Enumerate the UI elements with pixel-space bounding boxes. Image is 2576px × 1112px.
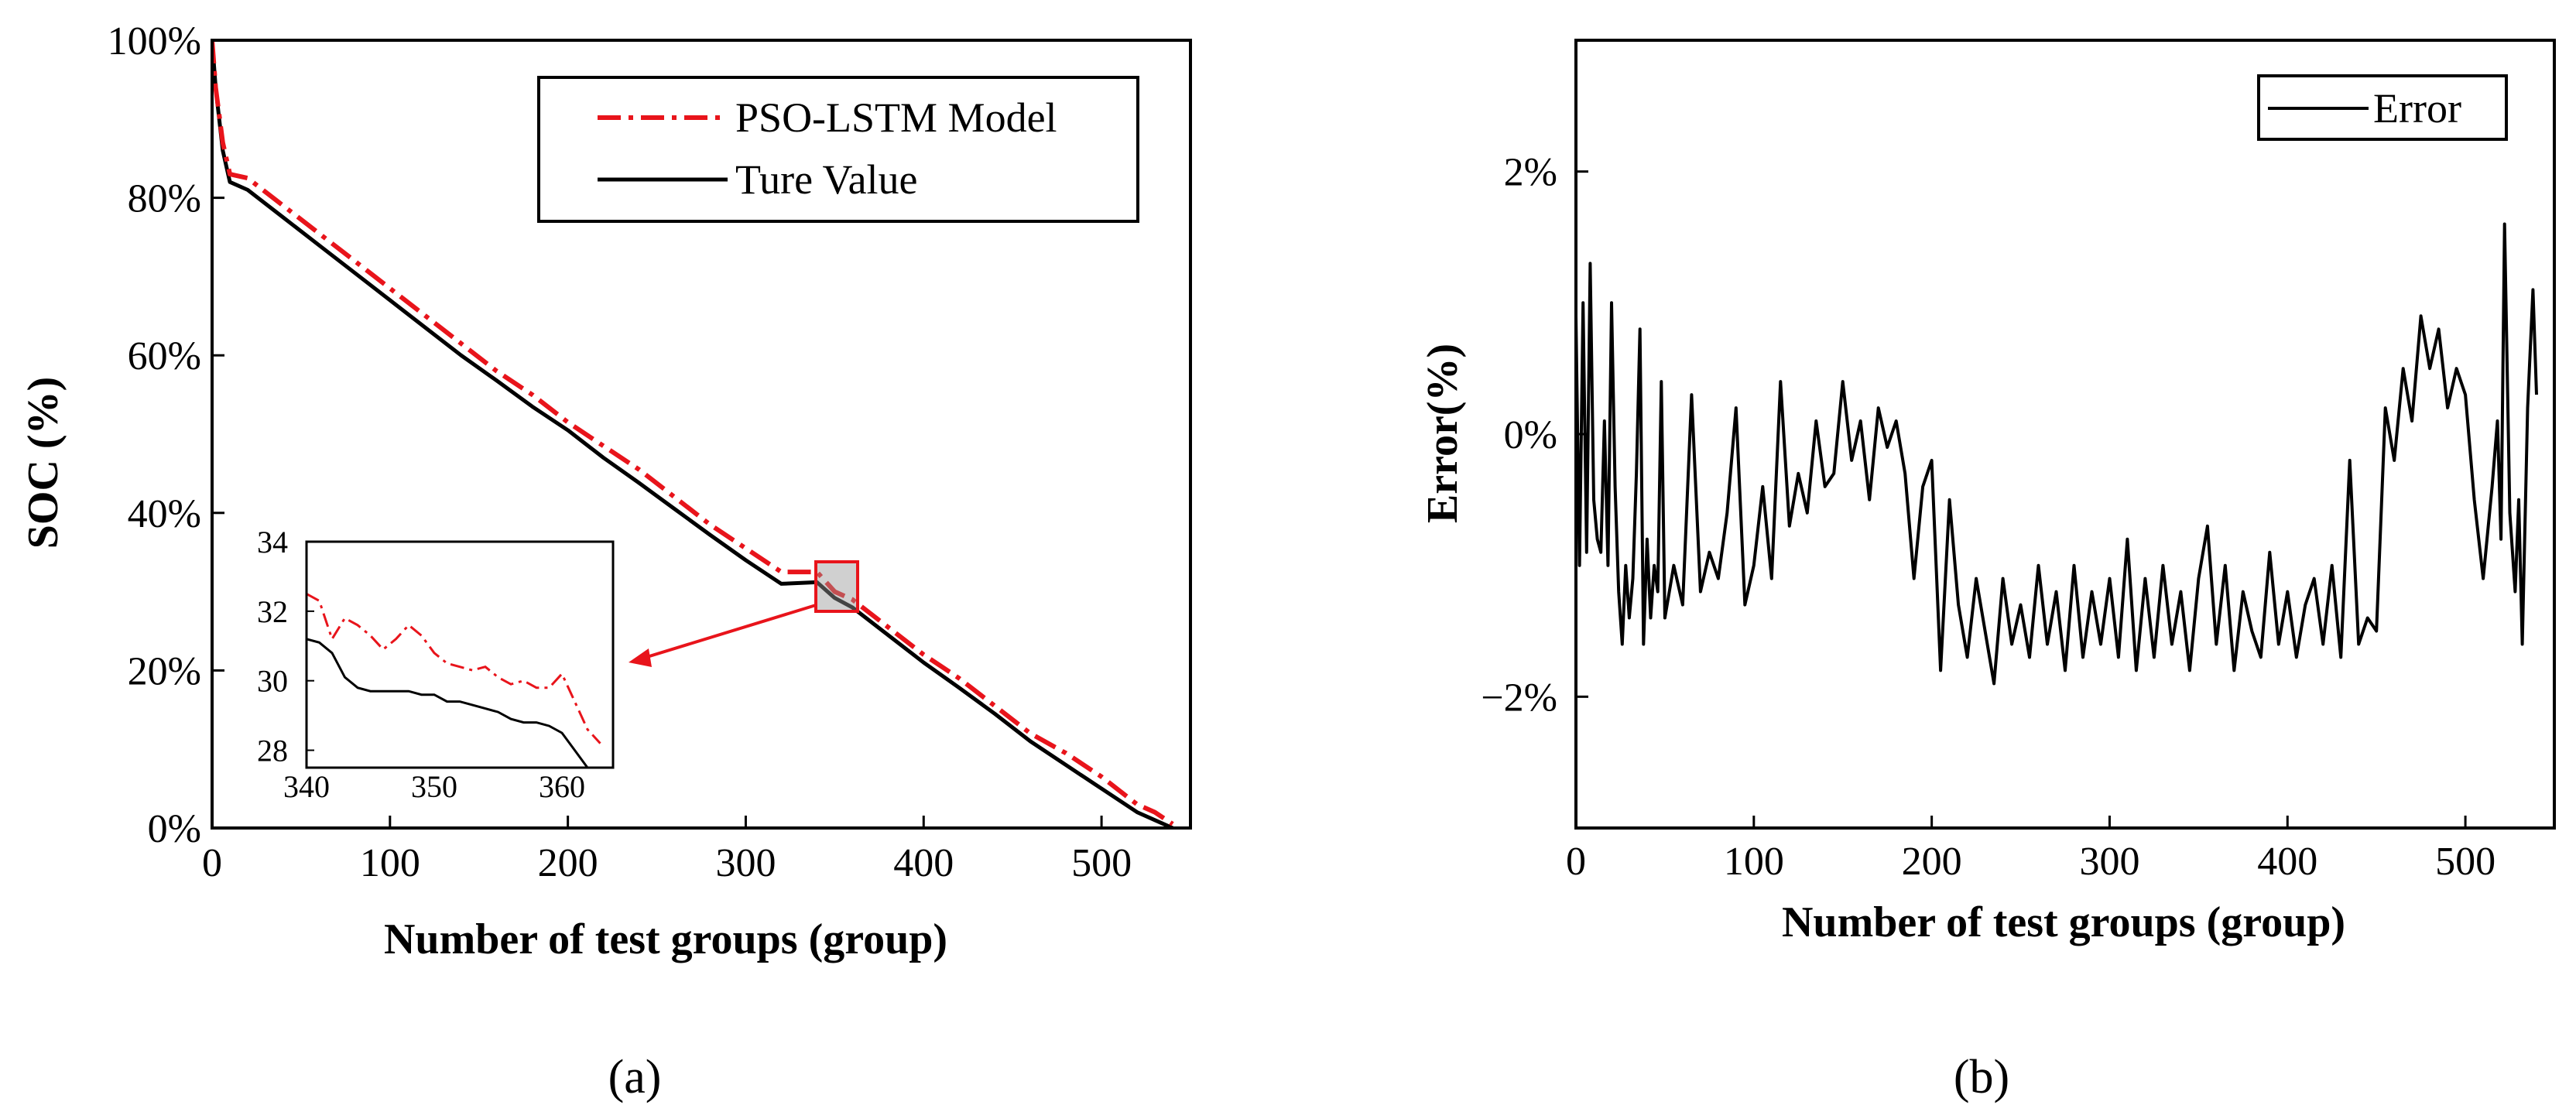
chart-a-inset-x-tick-label: 350 [411, 769, 457, 804]
chart-a-inset-y-tick-label: 30 [257, 664, 288, 699]
chart-a-legend-label-ture-value: Ture Value [735, 156, 918, 203]
chart-b-x-tick-label: 400 [2257, 840, 2317, 884]
chart-b-x-axis-label: Number of test groups (group) [1782, 898, 2345, 946]
chart-b-legend: Error [2257, 74, 2508, 141]
chart-a: 0 100 200 300 400 500 0% 20% 40% 60% 80% 100% Numb… [19, 19, 1192, 1103]
chart-b-y-tick-label: −2% [1481, 676, 1557, 720]
chart-a-inset-y-tick-label: 32 [257, 594, 288, 629]
chart-b-y-tick-label: 2% [1504, 151, 1557, 195]
chart-b: 0 100 200 300 400 500 −2% 0% 2% Number of test … [1419, 39, 2556, 1103]
chart-a-x-tick-labels: 0 100 200 300 400 500 [202, 841, 1132, 885]
chart-a-inset-ticks: 340 350 360 28 30 32 34 [257, 525, 585, 804]
chart-a-y-tick-label: 60% [128, 334, 201, 378]
chart-a-inset-series-pso-lstm [307, 593, 601, 744]
chart-a-x-tick-label: 100 [360, 841, 420, 885]
chart-a-legend: PSO-LSTM Model Ture Value [537, 76, 1139, 223]
chart-a-x-tick-label: 0 [202, 841, 222, 885]
chart-a-zoom-arrow-head [629, 648, 652, 667]
chart-a-y-tick-label: 80% [128, 177, 201, 221]
chart-a-y-tick-label: 100% [108, 19, 201, 63]
chart-b-x-tick-label: 100 [1724, 840, 1784, 884]
chart-a-inset-series-ture-value [307, 638, 589, 768]
chart-b-y-tick-labels: −2% 0% 2% [1481, 151, 1557, 720]
chart-b-legend-label-error: Error [2373, 85, 2461, 132]
chart-a-inset-y-tick-label: 28 [257, 734, 288, 768]
chart-a-y-tick-label: 0% [148, 807, 201, 851]
chart-a-inset: 340 350 360 28 30 32 34 [257, 525, 615, 804]
chart-a-zoom-arrow [639, 604, 817, 661]
chart-b-x-tick-label: 300 [2079, 840, 2139, 884]
chart-a-zoom-region [814, 560, 859, 613]
chart-a-inset-frame [305, 540, 615, 769]
chart-b-plot-frame [1574, 39, 2556, 830]
chart-b-x-tick-labels: 0 100 200 300 400 500 [1566, 840, 2496, 884]
chart-b-series-error [1576, 222, 2538, 686]
chart-a-y-tick-label: 40% [128, 492, 201, 536]
chart-a-x-tick-label: 500 [1071, 841, 1132, 885]
chart-a-series-pso-lstm [212, 40, 1174, 826]
chart-a-x-tick-label: 400 [893, 841, 954, 885]
chart-b-ticks [1574, 170, 2467, 828]
chart-b-x-tick-label: 0 [1566, 840, 1586, 884]
chart-a-series-ture-value [212, 40, 1174, 828]
chart-a-inset-x-tick-label: 360 [539, 769, 585, 804]
chart-a-plot-frame [211, 39, 1192, 830]
chart-a-y-axis-label: SOC (%) [19, 377, 67, 549]
chart-b-caption: (b) [1954, 1051, 2009, 1103]
chart-b-y-tick-label: 0% [1504, 413, 1557, 457]
chart-a-inset-y-tick-label: 34 [257, 525, 288, 559]
chart-a-x-tick-label: 200 [538, 841, 598, 885]
chart-a-y-tick-label: 20% [128, 649, 201, 693]
chart-a-legend-box [537, 76, 1139, 223]
chart-a-inset-x-tick-label: 340 [283, 769, 330, 804]
chart-a-legend-label-pso-lstm: PSO-LSTM Model [735, 94, 1057, 141]
chart-b-y-axis-label: Error(%) [1419, 344, 1467, 523]
chart-a-x-axis-label: Number of test groups (group) [384, 915, 947, 963]
chart-a-caption: (a) [608, 1051, 662, 1103]
chart-b-x-tick-label: 200 [1902, 840, 1962, 884]
chart-a-y-tick-labels: 0% 20% 40% 60% 80% 100% [108, 19, 201, 851]
chart-a-x-tick-label: 300 [715, 841, 776, 885]
chart-b-x-tick-label: 500 [2435, 840, 2496, 884]
